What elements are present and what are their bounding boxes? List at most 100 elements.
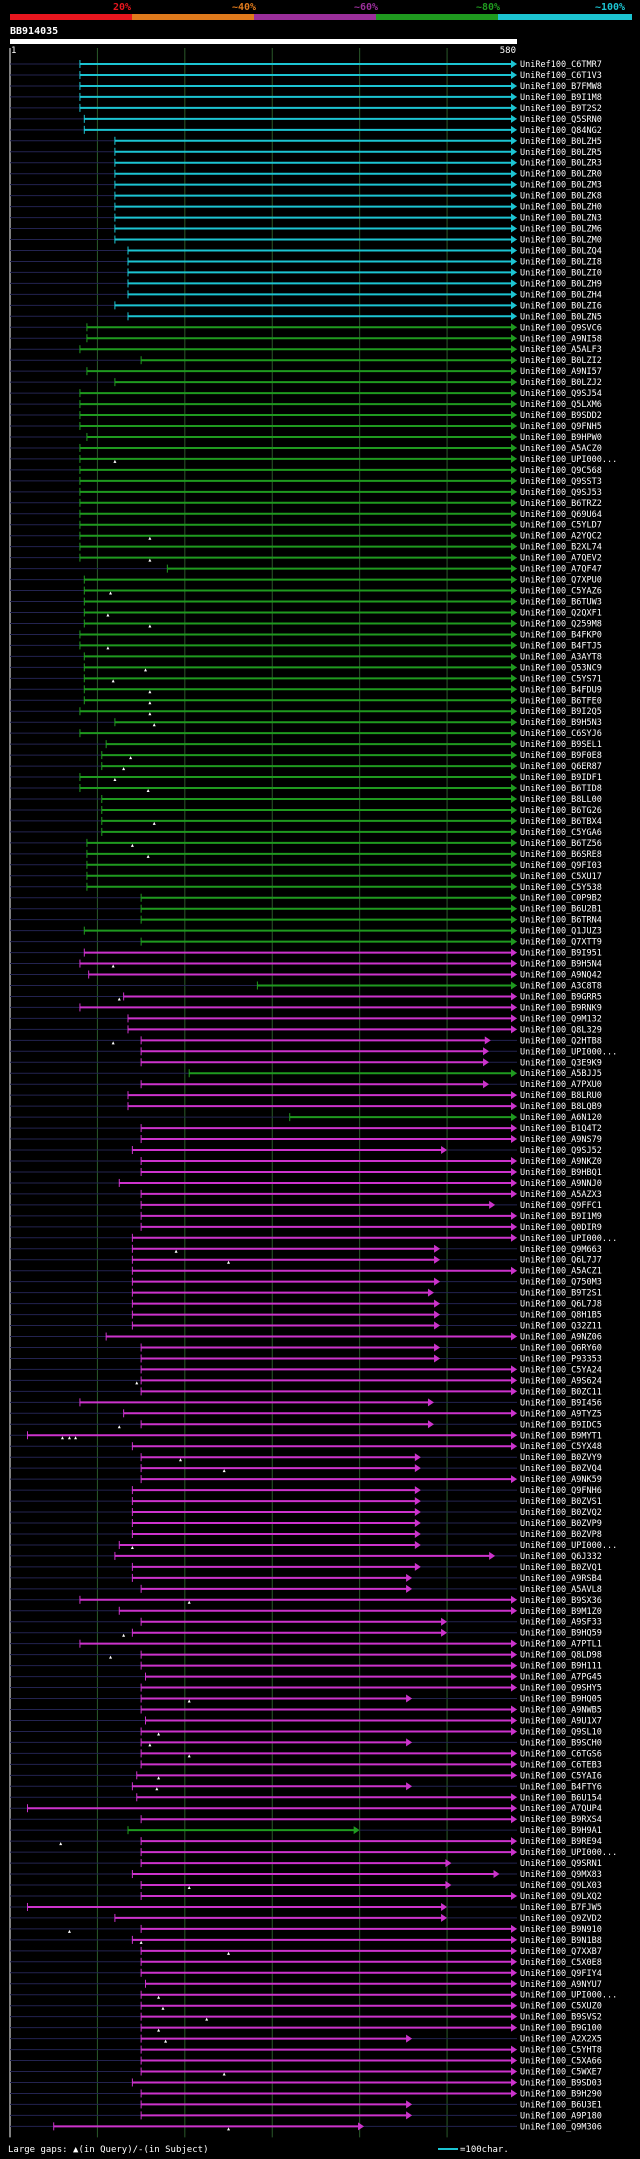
hit-row[interactable]: UniRef100_Q9C568: [10, 465, 602, 476]
hit-label[interactable]: UniRef100_C5Y538: [520, 883, 602, 893]
hit-label[interactable]: UniRef100_Q9FNH5: [520, 422, 602, 432]
hit-row[interactable]: UniRef100_B9G100: [10, 2023, 602, 2034]
hit-row[interactable]: UniRef100_UPI000...: [10, 1047, 617, 1057]
hit-row[interactable]: UniRef100_Q6RY60: [10, 1343, 602, 1353]
hit-label[interactable]: UniRef100_Q3E9K9: [520, 1058, 602, 1068]
hit-row[interactable]: UniRef100_A9P180: [10, 2111, 602, 2121]
hit-label[interactable]: UniRef100_Q9FNH6: [520, 1486, 602, 1496]
hit-row[interactable]: UniRef100_C5YAZ6: [10, 586, 602, 597]
hit-label[interactable]: UniRef100_B0LZI2: [520, 356, 602, 366]
hit-label[interactable]: UniRef100_B9HBQ1: [520, 1168, 602, 1178]
hit-row[interactable]: UniRef100_UPI000...: [10, 1233, 617, 1244]
hit-row[interactable]: UniRef100_A5BJJ5: [10, 1069, 602, 1079]
hit-row[interactable]: UniRef100_B9H111: [10, 1661, 602, 1672]
hit-label[interactable]: UniRef100_Q5SRN0: [520, 115, 602, 125]
hit-label[interactable]: UniRef100_B9SD03: [520, 2078, 602, 2088]
hit-row[interactable]: UniRef100_Q9SHY5: [10, 1683, 602, 1694]
hit-label[interactable]: UniRef100_Q5LXM6: [520, 400, 602, 410]
hit-row[interactable]: UniRef100_B0ZVP8: [10, 1529, 602, 1540]
hit-label[interactable]: UniRef100_Q9M132: [520, 1014, 602, 1024]
hit-row[interactable]: UniRef100_UPI000...: [10, 1540, 617, 1551]
hit-row[interactable]: UniRef100_B9SCH0: [10, 1738, 602, 1748]
hit-label[interactable]: UniRef100_Q9SHY5: [520, 1684, 602, 1694]
hit-label[interactable]: UniRef100_B9SEL1: [520, 740, 602, 750]
hit-row[interactable]: UniRef100_A9RSB4: [10, 1573, 602, 1584]
hit-label[interactable]: UniRef100_B6SRE8: [520, 850, 602, 860]
hit-row[interactable]: UniRef100_Q2HTB8: [10, 1036, 602, 1046]
hit-label[interactable]: UniRef100_A9NNJ0: [520, 1179, 602, 1189]
hit-row[interactable]: UniRef100_B9F0E8: [10, 751, 602, 761]
hit-row[interactable]: UniRef100_Q8LD98: [10, 1650, 602, 1661]
hit-label[interactable]: UniRef100_B0LZN3: [520, 214, 602, 224]
hit-label[interactable]: UniRef100_C0P9B2: [520, 894, 602, 904]
hit-label[interactable]: UniRef100_B9I1M9: [520, 1212, 602, 1222]
hit-row[interactable]: UniRef100_B0ZC11: [10, 1387, 602, 1397]
hit-row[interactable]: UniRef100_UPI000...: [10, 1990, 617, 2001]
hit-label[interactable]: UniRef100_B9SX36: [520, 1596, 602, 1606]
hit-label[interactable]: UniRef100_B4FKP0: [520, 630, 602, 640]
hit-label[interactable]: UniRef100_UPI000...: [520, 1848, 617, 1858]
hit-row[interactable]: UniRef100_B9SDD2: [10, 411, 602, 421]
hit-row[interactable]: UniRef100_B9N1B8: [10, 1935, 602, 1946]
hit-label[interactable]: UniRef100_Q9SST3: [520, 477, 602, 487]
hit-label[interactable]: UniRef100_Q9M306: [520, 2122, 602, 2132]
hit-label[interactable]: UniRef100_Q9FIY4: [520, 1969, 602, 1979]
hit-row[interactable]: UniRef100_B0LZR3: [10, 158, 602, 169]
hit-label[interactable]: UniRef100_B0LZM0: [520, 236, 602, 246]
hit-label[interactable]: UniRef100_B7FMW8: [520, 82, 602, 92]
hit-label[interactable]: UniRef100_B4FTJ5: [520, 641, 602, 651]
hit-label[interactable]: UniRef100_B0LZM6: [520, 225, 602, 235]
hit-label[interactable]: UniRef100_Q9C568: [520, 466, 602, 476]
hit-row[interactable]: UniRef100_A9NI57: [10, 367, 602, 377]
hit-label[interactable]: UniRef100_B9I1M8: [520, 93, 602, 103]
hit-row[interactable]: UniRef100_B0ZVQ4: [10, 1464, 602, 1474]
hit-row[interactable]: UniRef100_B6U154: [10, 1793, 602, 1803]
hit-label[interactable]: UniRef100_Q9LXQ2: [520, 1892, 602, 1902]
hit-label[interactable]: UniRef100_B0LZN5: [520, 312, 602, 322]
hit-row[interactable]: UniRef100_B0LZM6: [10, 224, 602, 235]
hit-label[interactable]: UniRef100_A9U1X7: [520, 1716, 602, 1726]
hit-row[interactable]: UniRef100_A9NQ42: [10, 970, 602, 981]
hit-row[interactable]: UniRef100_Q9FNH5: [10, 422, 602, 432]
hit-row[interactable]: UniRef100_B0ZVS1: [10, 1497, 602, 1507]
hit-row[interactable]: UniRef100_B9SD03: [10, 2078, 602, 2088]
hit-row[interactable]: UniRef100_Q5LXM6: [10, 400, 602, 410]
hit-row[interactable]: UniRef100_Q9LX03: [10, 1881, 602, 1891]
hit-label[interactable]: UniRef100_Q0DIR9: [520, 1223, 602, 1233]
hit-row[interactable]: UniRef100_A9NWB5: [10, 1705, 602, 1716]
hit-row[interactable]: UniRef100_C6TEB3: [10, 1760, 602, 1770]
hit-row[interactable]: UniRef100_A9TYZ5: [10, 1409, 602, 1419]
hit-row[interactable]: UniRef100_B0LZM3: [10, 180, 602, 191]
hit-label[interactable]: UniRef100_C6TEB3: [520, 1760, 602, 1770]
hit-row[interactable]: UniRef100_C5YHT8: [10, 2045, 602, 2056]
hit-label[interactable]: UniRef100_Q9SVC6: [520, 323, 602, 333]
hit-row[interactable]: UniRef100_A9NK59: [10, 1475, 602, 1485]
hit-label[interactable]: UniRef100_A9P180: [520, 2111, 602, 2121]
hit-row[interactable]: UniRef100_B6TRN4: [10, 915, 602, 926]
hit-row[interactable]: UniRef100_Q9SVC6: [10, 323, 602, 333]
hit-row[interactable]: UniRef100_B9HBQ1: [10, 1167, 602, 1178]
hit-label[interactable]: UniRef100_A2YQC2: [520, 532, 602, 542]
hit-label[interactable]: UniRef100_Q7XPU0: [520, 576, 602, 586]
hit-row[interactable]: UniRef100_UPI000...: [10, 1848, 617, 1858]
hit-row[interactable]: UniRef100_B9RXS4: [10, 1815, 602, 1825]
hit-label[interactable]: UniRef100_A9RSB4: [520, 1574, 602, 1584]
hit-row[interactable]: UniRef100_Q9FNH6: [10, 1486, 602, 1496]
hit-row[interactable]: UniRef100_C0P9B2: [10, 893, 602, 904]
hit-label[interactable]: UniRef100_A9NI57: [520, 367, 602, 377]
hit-row[interactable]: UniRef100_A7PG45: [10, 1672, 602, 1683]
hit-row[interactable]: UniRef100_Q7XTT9: [10, 937, 602, 948]
hit-row[interactable]: UniRef100_B7FJW5: [10, 1902, 602, 1913]
hit-label[interactable]: UniRef100_C5XA66: [520, 2057, 602, 2067]
hit-label[interactable]: UniRef100_A9NKZ0: [520, 1157, 602, 1167]
hit-row[interactable]: UniRef100_Q6L7J7: [10, 1255, 602, 1266]
hit-row[interactable]: UniRef100_B0LZH4: [10, 290, 602, 300]
hit-row[interactable]: UniRef100_B0LZH5: [10, 136, 602, 147]
hit-row[interactable]: UniRef100_B9MYT1: [10, 1431, 602, 1441]
hit-label[interactable]: UniRef100_Q69U64: [520, 510, 602, 520]
hit-label[interactable]: UniRef100_A5ACZ0: [520, 444, 602, 454]
hit-label[interactable]: UniRef100_B9H111: [520, 1662, 602, 1672]
hit-row[interactable]: UniRef100_A9NKZ0: [10, 1157, 602, 1167]
hit-label[interactable]: UniRef100_B0LZH4: [520, 290, 602, 300]
hit-label[interactable]: UniRef100_Q7XXB7: [520, 1947, 602, 1957]
